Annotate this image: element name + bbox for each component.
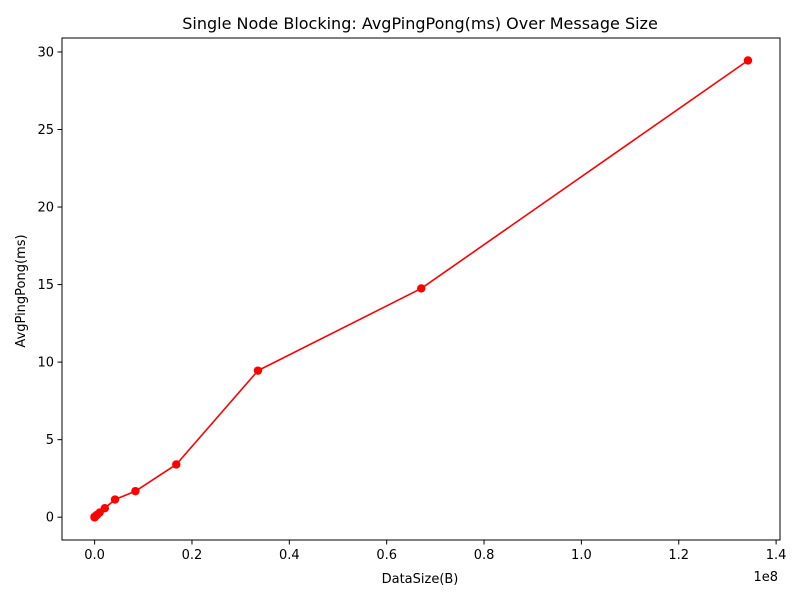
chart-title: Single Node Blocking: AvgPingPong(ms) Ov… bbox=[182, 14, 658, 33]
x-axis-offset-label: 1e8 bbox=[753, 570, 778, 585]
data-point bbox=[172, 460, 181, 469]
y-tick-label: 5 bbox=[46, 433, 54, 448]
x-tick-label: 0.4 bbox=[279, 548, 300, 563]
x-axis-label: DataSize(B) bbox=[382, 572, 459, 587]
data-point bbox=[131, 486, 140, 496]
y-tick-label: 20 bbox=[37, 201, 54, 216]
y-tick-label: 25 bbox=[37, 123, 54, 138]
y-tick-label: 30 bbox=[37, 45, 54, 60]
axes-frame bbox=[61, 37, 781, 541]
data-point bbox=[100, 504, 110, 513]
x-tick-label: 0.6 bbox=[376, 548, 397, 563]
x-tick-label: 1.0 bbox=[571, 548, 592, 563]
y-tick-label: 15 bbox=[37, 278, 54, 293]
data-point bbox=[110, 495, 120, 504]
data-point bbox=[417, 284, 426, 293]
x-tick-label: 0.0 bbox=[84, 548, 105, 563]
x-tick-label: 0.8 bbox=[474, 548, 495, 563]
y-tick-label: 10 bbox=[37, 356, 54, 371]
y-axis-label: AvgPingPong(ms) bbox=[14, 234, 29, 347]
data-point bbox=[253, 366, 263, 375]
x-tick-label: 1.2 bbox=[668, 548, 689, 563]
plot-area: 0.0 0.2 0.4 0.6 0.8 1.0 1.2 1.4 0 5 10 15 20 25 30 bbox=[37, 37, 787, 563]
x-tick-label: 0.2 bbox=[182, 548, 203, 563]
x-tick-label: 1.4 bbox=[766, 548, 787, 563]
y-tick-label: 0 bbox=[46, 511, 54, 526]
data-point bbox=[743, 56, 753, 65]
